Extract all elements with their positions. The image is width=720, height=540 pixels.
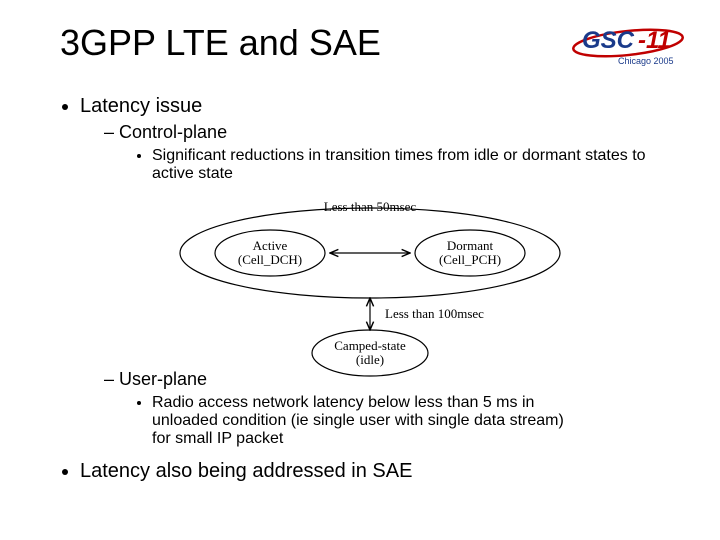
- state-diagram: Active (Cell_DCH) Dormant (Cell_PCH) Cam…: [170, 198, 570, 373]
- content-block-top: Latency issue Control-plane Significant …: [50, 95, 690, 187]
- logo-sub: Chicago 2005: [618, 56, 674, 66]
- node-active: Active (Cell_DCH): [215, 230, 325, 276]
- bullet-sae: Latency also being addressed in SAE: [80, 460, 690, 483]
- gsc-logo: GSC -11 Chicago 2005: [568, 20, 688, 68]
- label-active-1: Active: [253, 238, 288, 253]
- bullet-control-plane: Control-plane Significant reductions in …: [104, 122, 690, 183]
- logo-main: GSC: [582, 27, 635, 54]
- bullet-radio-access: Radio access network latency below less …: [152, 394, 582, 448]
- text-control-plane: Control-plane: [119, 122, 227, 142]
- label-dormant-2: (Cell_PCH): [439, 252, 501, 267]
- label-dormant-1: Dormant: [447, 238, 494, 253]
- page-title: 3GPP LTE and SAE: [60, 22, 381, 64]
- node-dormant: Dormant (Cell_PCH): [415, 230, 525, 276]
- label-active-2: (Cell_DCH): [238, 252, 302, 267]
- label-idle-1: Camped-state: [334, 338, 406, 353]
- slide: 3GPP LTE and SAE GSC -11 Chicago 2005 La…: [0, 0, 720, 540]
- label-50msec: Less than 50msec: [324, 199, 417, 214]
- text-user-plane: User-plane: [119, 369, 207, 389]
- text-latency-issue: Latency issue: [80, 95, 202, 117]
- bullet-latency-issue: Latency issue Control-plane Significant …: [80, 95, 690, 183]
- label-100msec: Less than 100msec: [385, 306, 484, 321]
- bullet-significant-reductions: Significant reductions in transition tim…: [152, 147, 690, 183]
- content-block-final: Latency also being addressed in SAE: [50, 460, 690, 487]
- bullet-user-plane: User-plane Radio access network latency …: [104, 369, 680, 448]
- content-block-user-plane: User-plane Radio access network latency …: [80, 365, 680, 452]
- logo-num: -11: [638, 27, 671, 54]
